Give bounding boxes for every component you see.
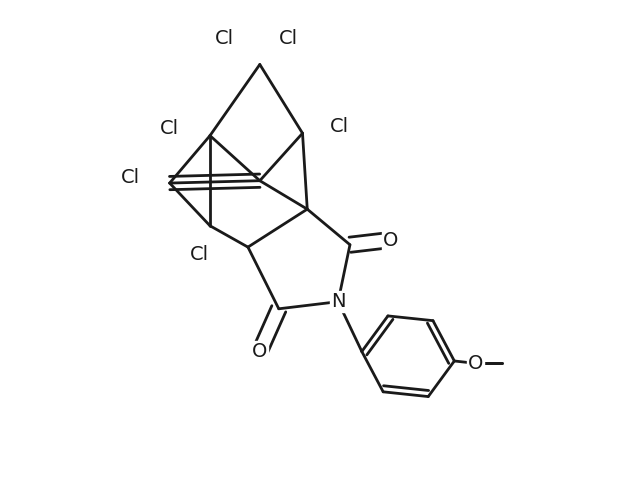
Text: N: N [331,292,345,311]
Text: Cl: Cl [215,29,234,48]
Text: O: O [252,342,268,361]
Text: Cl: Cl [160,119,179,138]
Text: O: O [468,354,484,373]
Text: Cl: Cl [279,29,298,48]
Text: Cl: Cl [190,245,209,264]
Text: Cl: Cl [330,117,349,136]
Text: Cl: Cl [121,168,140,187]
Text: O: O [383,230,398,250]
